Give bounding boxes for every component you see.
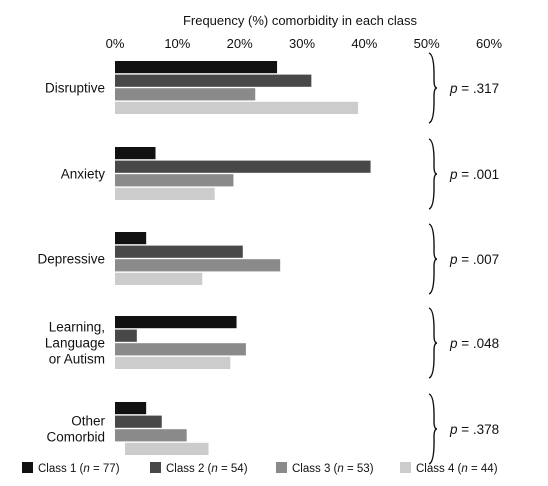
legend-swatch xyxy=(276,462,287,473)
x-axis-ticks: 0% 10% 20% 30% 40% 50% 60% xyxy=(106,36,503,51)
brace xyxy=(428,393,438,465)
bar-class-3 xyxy=(115,174,234,187)
bar-class-4 xyxy=(115,187,215,200)
legend: Class 1 (n = 77) Class 2 (n = 54) Class 3 … xyxy=(22,462,498,475)
bar-class-1 xyxy=(115,61,278,74)
brace xyxy=(428,52,438,124)
p-value-label: p = .317 xyxy=(449,81,499,96)
p-value-annotations: p = .317 p = .001 p = .007 p = .048 p = .378 xyxy=(428,52,499,465)
bar-class-1 xyxy=(115,402,147,415)
bar-class-3 xyxy=(115,88,256,101)
category-label: Disruptive xyxy=(45,81,105,96)
p-value-label: p = .048 xyxy=(449,336,499,351)
bar-class-3 xyxy=(115,259,281,272)
legend-swatch xyxy=(400,462,411,473)
category-label: Learning, Language or Autism xyxy=(45,320,105,367)
legend-entry: Class 4 (n = 44) xyxy=(416,463,498,475)
x-tick-label: 20% xyxy=(227,36,253,51)
x-tick-label: 40% xyxy=(351,36,377,51)
bar-class-2 xyxy=(115,329,137,342)
bar-class-4 xyxy=(125,442,209,455)
bar-class-1 xyxy=(115,232,147,245)
p-value-label: p = .001 xyxy=(449,167,499,182)
bar-class-2 xyxy=(115,160,371,173)
legend-entry: Class 2 (n = 54) xyxy=(166,463,248,475)
x-tick-label: 50% xyxy=(414,36,440,51)
bar-class-4 xyxy=(115,272,203,285)
bar-class-3 xyxy=(115,343,246,356)
legend-entry: Class 1 (n = 77) xyxy=(38,463,120,475)
bar-class-2 xyxy=(115,415,162,428)
x-tick-label: 0% xyxy=(106,36,125,51)
p-value-label: p = .378 xyxy=(449,422,499,437)
legend-entry: Class 3 (n = 53) xyxy=(292,463,374,475)
p-value-label: p = .007 xyxy=(449,252,499,267)
category-label: Anxiety xyxy=(61,167,106,182)
bar-class-1 xyxy=(115,316,237,329)
bars xyxy=(115,61,371,455)
bar-class-2 xyxy=(115,245,243,258)
chart-title: Frequency (%) comorbidity in each class xyxy=(183,13,418,28)
bar-class-2 xyxy=(115,74,312,87)
bar-class-3 xyxy=(115,429,187,442)
bar-class-4 xyxy=(115,101,359,114)
brace xyxy=(428,307,438,379)
category-label: Depressive xyxy=(37,252,105,267)
bar-class-4 xyxy=(115,356,231,369)
brace xyxy=(428,138,438,210)
x-tick-label: 30% xyxy=(289,36,315,51)
brace xyxy=(428,223,438,295)
x-tick-label: 10% xyxy=(164,36,190,51)
bar-class-1 xyxy=(115,147,156,160)
legend-swatch xyxy=(150,462,161,473)
category-labels: Disruptive Anxiety Depressive Learning, Lang… xyxy=(37,81,105,445)
legend-swatch xyxy=(22,462,33,473)
x-tick-label: 60% xyxy=(476,36,502,51)
category-label: Other Comorbid xyxy=(46,414,105,445)
